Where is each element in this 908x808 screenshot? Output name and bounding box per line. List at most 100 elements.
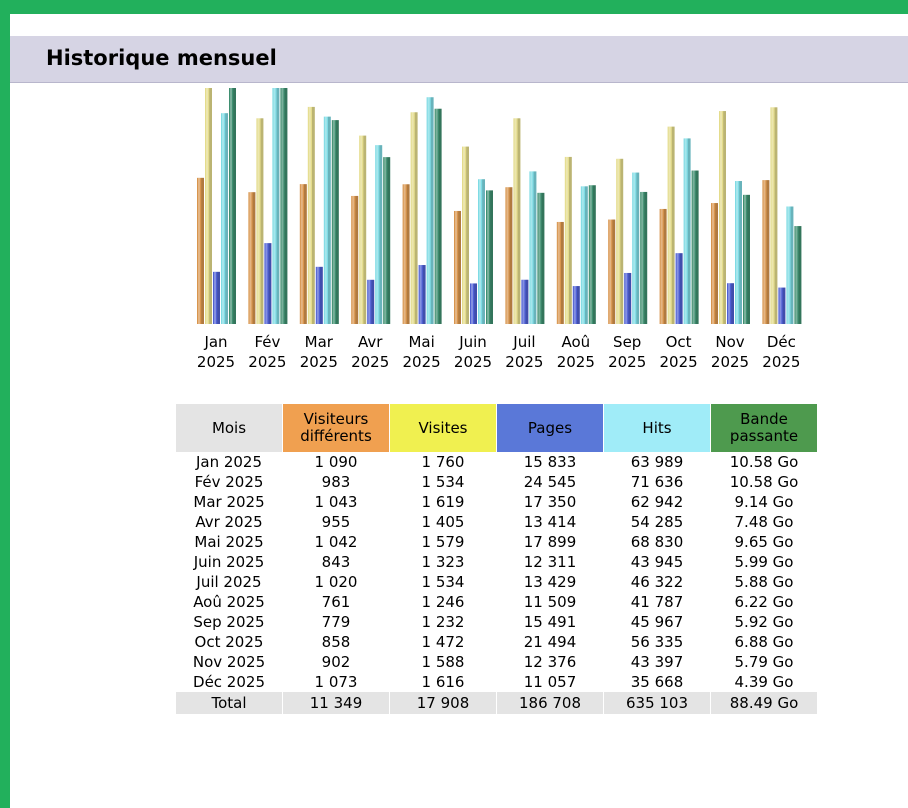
column-header: Visiteurs différents [283,404,389,452]
column-header: Hits [604,404,710,452]
table-cell: 4.39 Go [734,673,794,691]
bar [454,210,461,324]
x-tick-label: Juin [458,333,487,351]
bar-highlight [720,111,722,325]
bar-shade [644,191,648,324]
section-header: Historique mensuel [10,36,908,83]
bar-highlight [324,116,327,324]
table-cell: 13 429 [523,573,577,591]
bar-shade [217,271,220,324]
bar [624,272,632,324]
bar-shade [363,135,367,324]
bar-shade [387,157,391,324]
bar-shade [695,170,699,324]
bar-shade [593,185,596,324]
x-tick-label: 2025 [403,353,441,371]
table-cell: 63 989 [630,453,684,471]
table-cell: 1 472 [421,633,465,651]
table-cell: Fév 2025 [194,473,264,491]
bar-highlight [787,206,790,324]
bar [331,120,339,325]
bar-shade [747,194,750,324]
table-cell: 21 494 [523,633,577,651]
bar-highlight [403,184,406,324]
bar-shade [715,203,718,324]
table-cell: 1 579 [421,533,465,551]
bar-highlight [360,135,363,324]
bar [735,181,742,324]
table-cell: 12 311 [523,553,577,571]
table-cell: 1 020 [314,573,358,591]
bar-shade [474,283,477,324]
bar [213,271,220,324]
bar-shade [612,219,616,324]
table-cell: Mai 2025 [194,533,264,551]
table-cell: 15 833 [523,453,577,471]
table-row: Mar 2025 1 043 1 619 17 350 62 942 9.14 Go [176,492,817,512]
bar [778,287,786,324]
table-cell: 1 090 [314,453,358,471]
total-cell: 11 349 [283,692,389,714]
table-cell: 10.58 Go [729,453,799,471]
bar [683,138,691,324]
bar-shade [687,138,691,324]
bar-highlight [617,158,620,324]
bar-highlight [538,192,541,324]
bar [537,192,545,324]
bar-shade [201,177,204,324]
bar [580,186,588,324]
bar [418,265,426,324]
bar [659,208,667,324]
table-cell: 9.14 Go [734,493,794,511]
x-tick-label: 2025 [248,353,286,371]
bar-shade [304,184,307,324]
bar-highlight [763,180,766,324]
table-cell: 11 057 [523,673,577,691]
bar [719,111,726,325]
chart: Jan 2025 Fév 2025 Mar 2025 Avr 2025 Mai 2025 Juin 2… [197,88,802,371]
bar-highlight [795,226,798,324]
bar-highlight [300,184,303,324]
table-cell: 6.88 Go [734,633,794,651]
x-tick-label: 2025 [505,353,543,371]
bar-shade [731,283,734,324]
bar-shade [798,226,802,324]
bar [786,206,794,324]
total-cell: 17 908 [390,692,496,714]
bar [402,184,410,324]
table-cell: 7.48 Go [734,513,794,531]
table-cell: 5.88 Go [734,573,794,591]
bar-shade [406,184,410,324]
table-cell: Juin 2025 [193,553,265,571]
bar-shade [276,88,280,324]
total-cell: 88.49 Go [711,692,817,714]
bar-highlight [308,106,311,324]
bar [486,190,493,324]
bar-highlight [573,286,576,324]
bar-highlight [565,156,568,324]
bar-shade [422,265,426,324]
table-cell: 1 760 [421,453,465,471]
bar-shade [355,195,359,324]
bar-shade [517,118,521,325]
table-cell: 68 830 [630,533,684,551]
bar-highlight [368,279,371,324]
bar-highlight [771,107,774,325]
table-cell: 9.65 Go [734,533,794,551]
total-row: Total 11 349 17 908 186 708 635 103 88.49 Go [176,692,817,714]
bar-highlight [265,243,268,324]
bar-shade [790,206,794,324]
bar-shade [284,88,288,324]
bar-highlight [281,88,284,324]
table-cell: 35 668 [630,673,684,691]
table-cell: 1 619 [421,493,465,511]
bar-shade [723,111,726,325]
bar [272,88,280,324]
bar [608,219,616,324]
table-cell: Sep 2025 [193,613,265,631]
x-tick-label: Sep [613,333,641,351]
column-header: Pages [497,404,603,452]
x-tick-label: Déc [767,333,796,351]
bar-shade [209,88,212,324]
bar [794,226,802,324]
